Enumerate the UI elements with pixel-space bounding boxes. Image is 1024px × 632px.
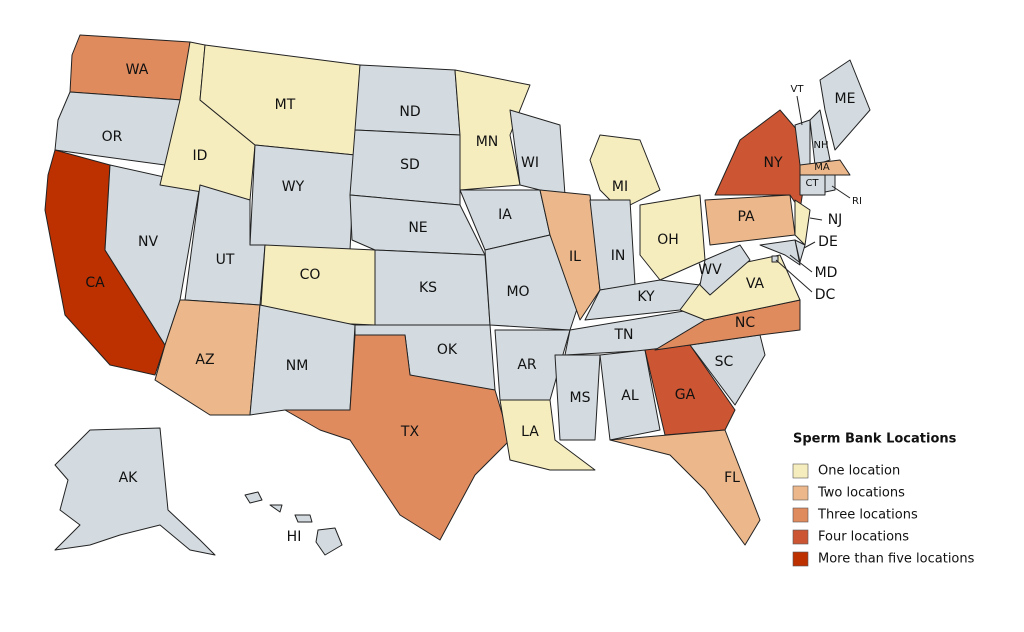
state-shape	[484, 234, 581, 331]
state-label: AR	[517, 357, 537, 373]
state-label: MI	[612, 179, 628, 195]
state-label: KS	[419, 280, 437, 296]
state-shape	[284, 334, 511, 541]
state-label: NE	[408, 220, 427, 236]
state-label: MA	[814, 162, 830, 173]
state-shape	[499, 399, 596, 471]
state-label: RI	[852, 196, 862, 207]
state-label: NY	[763, 155, 782, 171]
state-label: AK	[119, 470, 139, 486]
state-shape	[609, 429, 761, 546]
state-shape	[554, 354, 601, 441]
state-label: MD	[815, 265, 838, 281]
state-shape	[639, 194, 706, 281]
label-leader	[809, 217, 823, 221]
state-label: NJ	[828, 212, 843, 228]
state-label: IA	[498, 207, 512, 223]
state-label: WA	[126, 62, 149, 78]
state-label: OK	[437, 342, 458, 358]
state-shape	[759, 239, 801, 266]
legend-swatch	[792, 529, 809, 545]
state-label: SC	[715, 354, 734, 370]
state-label: CT	[805, 178, 819, 189]
legend-label: Four locations	[818, 530, 909, 545]
state-label: ND	[399, 104, 420, 120]
state-shape	[244, 491, 343, 556]
state-label: NM	[286, 358, 309, 374]
state-label: KY	[637, 289, 655, 305]
state-label: WY	[282, 179, 305, 195]
state-label: WV	[698, 262, 722, 278]
state-label: MN	[476, 134, 499, 150]
label-leader	[796, 95, 803, 126]
state-label: TN	[613, 327, 633, 343]
state-label: VT	[791, 84, 805, 95]
state-shape	[794, 199, 811, 246]
state-shape	[824, 174, 836, 193]
state-label: CA	[85, 275, 105, 291]
state-label: MO	[506, 284, 529, 300]
legend-title: Sperm Bank Locations	[793, 432, 957, 447]
state-label: MS	[570, 390, 591, 406]
state-shape	[354, 64, 461, 136]
state-label: GA	[675, 387, 696, 403]
state-label: MT	[275, 97, 296, 113]
legend-swatch	[792, 551, 809, 567]
legend-label: One location	[818, 464, 900, 479]
state-label: FL	[724, 470, 740, 486]
state-shape	[809, 109, 831, 166]
state-label: UT	[216, 252, 235, 268]
legend-label: Two locations	[817, 486, 905, 501]
state-label: AZ	[195, 352, 214, 368]
label-leader	[831, 185, 851, 199]
state-label: AL	[621, 388, 639, 404]
state-shape	[799, 174, 826, 196]
label-leader	[775, 259, 813, 293]
state-label: ID	[193, 148, 208, 164]
state-label: LA	[521, 424, 539, 440]
state-label: ME	[835, 91, 856, 107]
state-label: NH	[814, 140, 829, 151]
legend-swatch	[792, 507, 809, 523]
state-shape	[539, 189, 601, 321]
state-label: IL	[569, 249, 581, 265]
label-leader	[789, 254, 813, 273]
state-label: PA	[737, 209, 755, 225]
state-label: NC	[735, 315, 755, 331]
state-label: WI	[521, 155, 539, 171]
state-shape	[589, 134, 661, 211]
state-label: IN	[611, 248, 626, 264]
state-label: HI	[287, 529, 302, 545]
state-label: DE	[818, 234, 838, 250]
state-shape	[54, 427, 216, 556]
legend-swatch	[792, 463, 809, 479]
state-label: VA	[746, 276, 765, 292]
state-label: NV	[138, 234, 158, 250]
state-shape	[249, 144, 356, 251]
state-shape	[699, 244, 751, 296]
state-label: DC	[815, 287, 836, 303]
state-shape	[599, 349, 661, 441]
state-label: OR	[102, 129, 123, 145]
legend-label: More than five locations	[818, 552, 975, 567]
state-label: CO	[300, 267, 321, 283]
state-shape	[54, 91, 183, 166]
legend-label: Three locations	[817, 508, 918, 523]
state-label: TX	[400, 424, 420, 440]
state-label: SD	[400, 157, 420, 173]
label-leader	[803, 241, 816, 249]
state-shape	[819, 59, 871, 151]
state-shape	[799, 159, 851, 176]
legend-swatch	[792, 485, 809, 501]
state-label: OH	[657, 232, 679, 248]
